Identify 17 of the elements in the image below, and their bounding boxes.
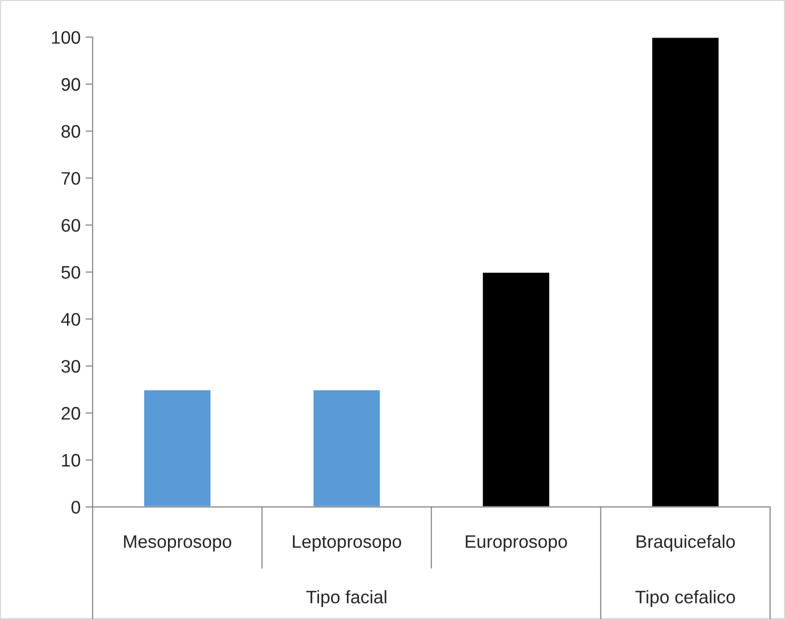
y-tick-label: 50 [61,266,80,279]
text: Tipo cefalico [635,590,735,607]
x-tick-label: Mesoprosopo [124,535,232,552]
y-tick-label: 80 [62,125,80,138]
y-tick-label: 20 [62,406,80,420]
x-tick-label: Europrosopo [466,535,567,552]
y-tick-label: 100 [52,31,80,44]
y-tick-label: 90 [62,78,80,91]
y-tick-label: 0 [71,500,80,514]
x-tick-label: Leptoprosopo [292,535,402,552]
y-tick-label: 10 [62,454,80,467]
text: Tipo facial [306,590,386,607]
y-tick-label: 60 [62,219,80,232]
x-tick-label: Braquicefalo [636,534,735,552]
y-tick-label: 40 [61,312,80,326]
y-tick-label: 30 [61,360,80,373]
y-tick-label: 70 [62,172,80,185]
